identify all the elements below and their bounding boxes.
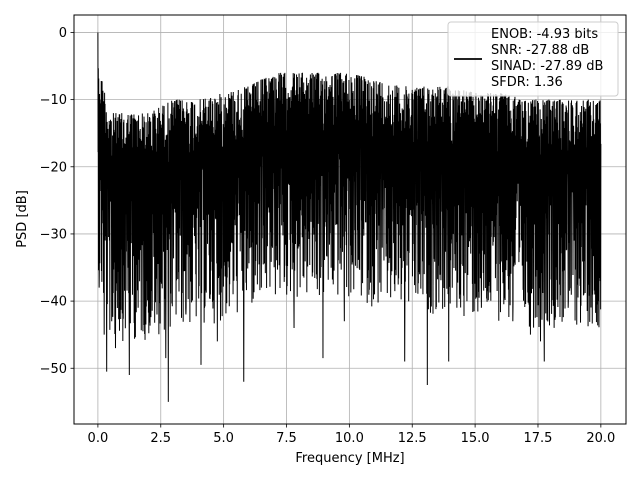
x-tick-label-2: 5.0 — [213, 431, 234, 446]
legend-line-sinad: SINAD: -27.89 dB — [491, 59, 603, 74]
psd-trace — [97, 32, 602, 402]
legend-line-sfdr: SFDR: 1.36 — [491, 75, 563, 90]
y-tick-label-2: −20 — [40, 160, 67, 175]
y-tick-label-4: −40 — [40, 295, 67, 310]
x-tick-label-8: 20.0 — [586, 431, 615, 446]
x-tick-label-4: 10.0 — [335, 431, 364, 446]
legend-line-enob: ENOB: -4.93 bits — [491, 27, 598, 42]
legend-line-snr: SNR: -27.88 dB — [491, 43, 589, 58]
x-tick-label-3: 7.5 — [276, 431, 297, 446]
x-tick-label-7: 17.5 — [524, 431, 553, 446]
legend-box — [447, 21, 619, 97]
y-tick-label-1: −10 — [40, 93, 67, 108]
x-tick-label-1: 2.5 — [150, 431, 171, 446]
plot-frame — [73, 14, 627, 425]
y-tick-label-0: 0 — [59, 26, 67, 41]
x-tick-label-0: 0.0 — [88, 431, 109, 446]
y-axis-label: PSD [dB] — [15, 190, 30, 248]
x-tick-label-5: 12.5 — [398, 431, 427, 446]
legend: ENOB: -4.93 bits SNR: -27.88 dB SINAD: -… — [447, 21, 619, 97]
x-axis-label: Frequency [MHz] — [295, 451, 404, 466]
y-tick-label-3: −30 — [40, 227, 67, 242]
x-tick-label-6: 15.0 — [461, 431, 490, 446]
axis-ticks: 0.0 2.5 5.0 7.5 10.0 12.5 15.0 17.5 20.0 0 −10 −20 −… — [40, 26, 616, 446]
y-tick-label-5: −50 — [40, 362, 67, 377]
